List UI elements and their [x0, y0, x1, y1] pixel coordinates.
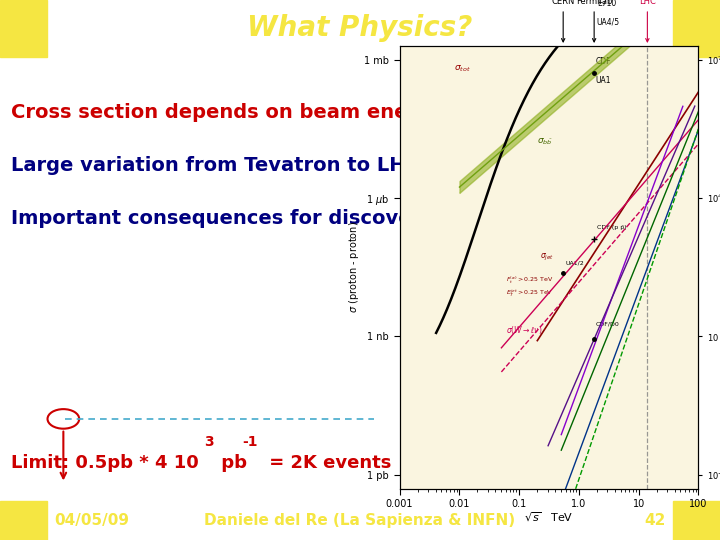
- X-axis label: $\sqrt{s}$   TeV: $\sqrt{s}$ TeV: [524, 510, 574, 524]
- Text: $\sigma(W \to \ell\nu)$: $\sigma(W \to \ell\nu)$: [506, 324, 542, 336]
- Text: Important consequences for discovery: Important consequences for discovery: [11, 210, 433, 228]
- Text: LHC: LHC: [639, 0, 656, 42]
- Bar: [673, 501, 720, 540]
- Text: CDF/D0: CDF/D0: [595, 321, 619, 326]
- Bar: [673, 0, 720, 57]
- Text: 42: 42: [644, 513, 666, 528]
- Bar: [0, 501, 47, 540]
- Y-axis label: $\sigma$ (proton - proton): $\sigma$ (proton - proton): [348, 221, 361, 313]
- Text: CDF (p p̄): CDF (p p̄): [597, 225, 626, 230]
- Text: Limit: 0.5pb * 4 10: Limit: 0.5pb * 4 10: [11, 454, 199, 472]
- Bar: [0, 0, 47, 57]
- Text: UA1/2: UA1/2: [566, 260, 585, 266]
- Text: Large variation from Tevatron to LHC: Large variation from Tevatron to LHC: [11, 156, 420, 175]
- Text: $\sigma_{jet}$: $\sigma_{jet}$: [539, 252, 554, 262]
- Text: Daniele del Re (La Sapienza & INFN): Daniele del Re (La Sapienza & INFN): [204, 513, 516, 528]
- Text: UA4/5: UA4/5: [597, 17, 620, 26]
- Text: 04/05/09: 04/05/09: [54, 513, 129, 528]
- Text: = 2K events: = 2K events: [263, 454, 391, 472]
- Text: 3: 3: [204, 435, 213, 449]
- Text: CDF: CDF: [595, 57, 611, 66]
- Text: $\sigma_{tot}$: $\sigma_{tot}$: [454, 63, 470, 73]
- Text: $E_T^{jet} > 0.25$ TeV: $E_T^{jet} > 0.25$ TeV: [506, 287, 553, 299]
- Text: E710: E710: [597, 0, 616, 8]
- Text: Cross section depends on beam energy: Cross section depends on beam energy: [11, 103, 444, 122]
- Text: -1: -1: [243, 435, 258, 449]
- Text: CERN: CERN: [552, 0, 575, 42]
- Text: Fermilab: Fermilab: [576, 0, 612, 42]
- Text: pb: pb: [215, 454, 246, 472]
- Text: $F_t^{(a)} > 0.25$ TeV: $F_t^{(a)} > 0.25$ TeV: [506, 274, 553, 286]
- Text: What Physics?: What Physics?: [247, 15, 473, 42]
- Text: $\sigma_{b\bar{b}}$: $\sigma_{b\bar{b}}$: [537, 137, 553, 147]
- Text: UA1: UA1: [595, 76, 611, 85]
